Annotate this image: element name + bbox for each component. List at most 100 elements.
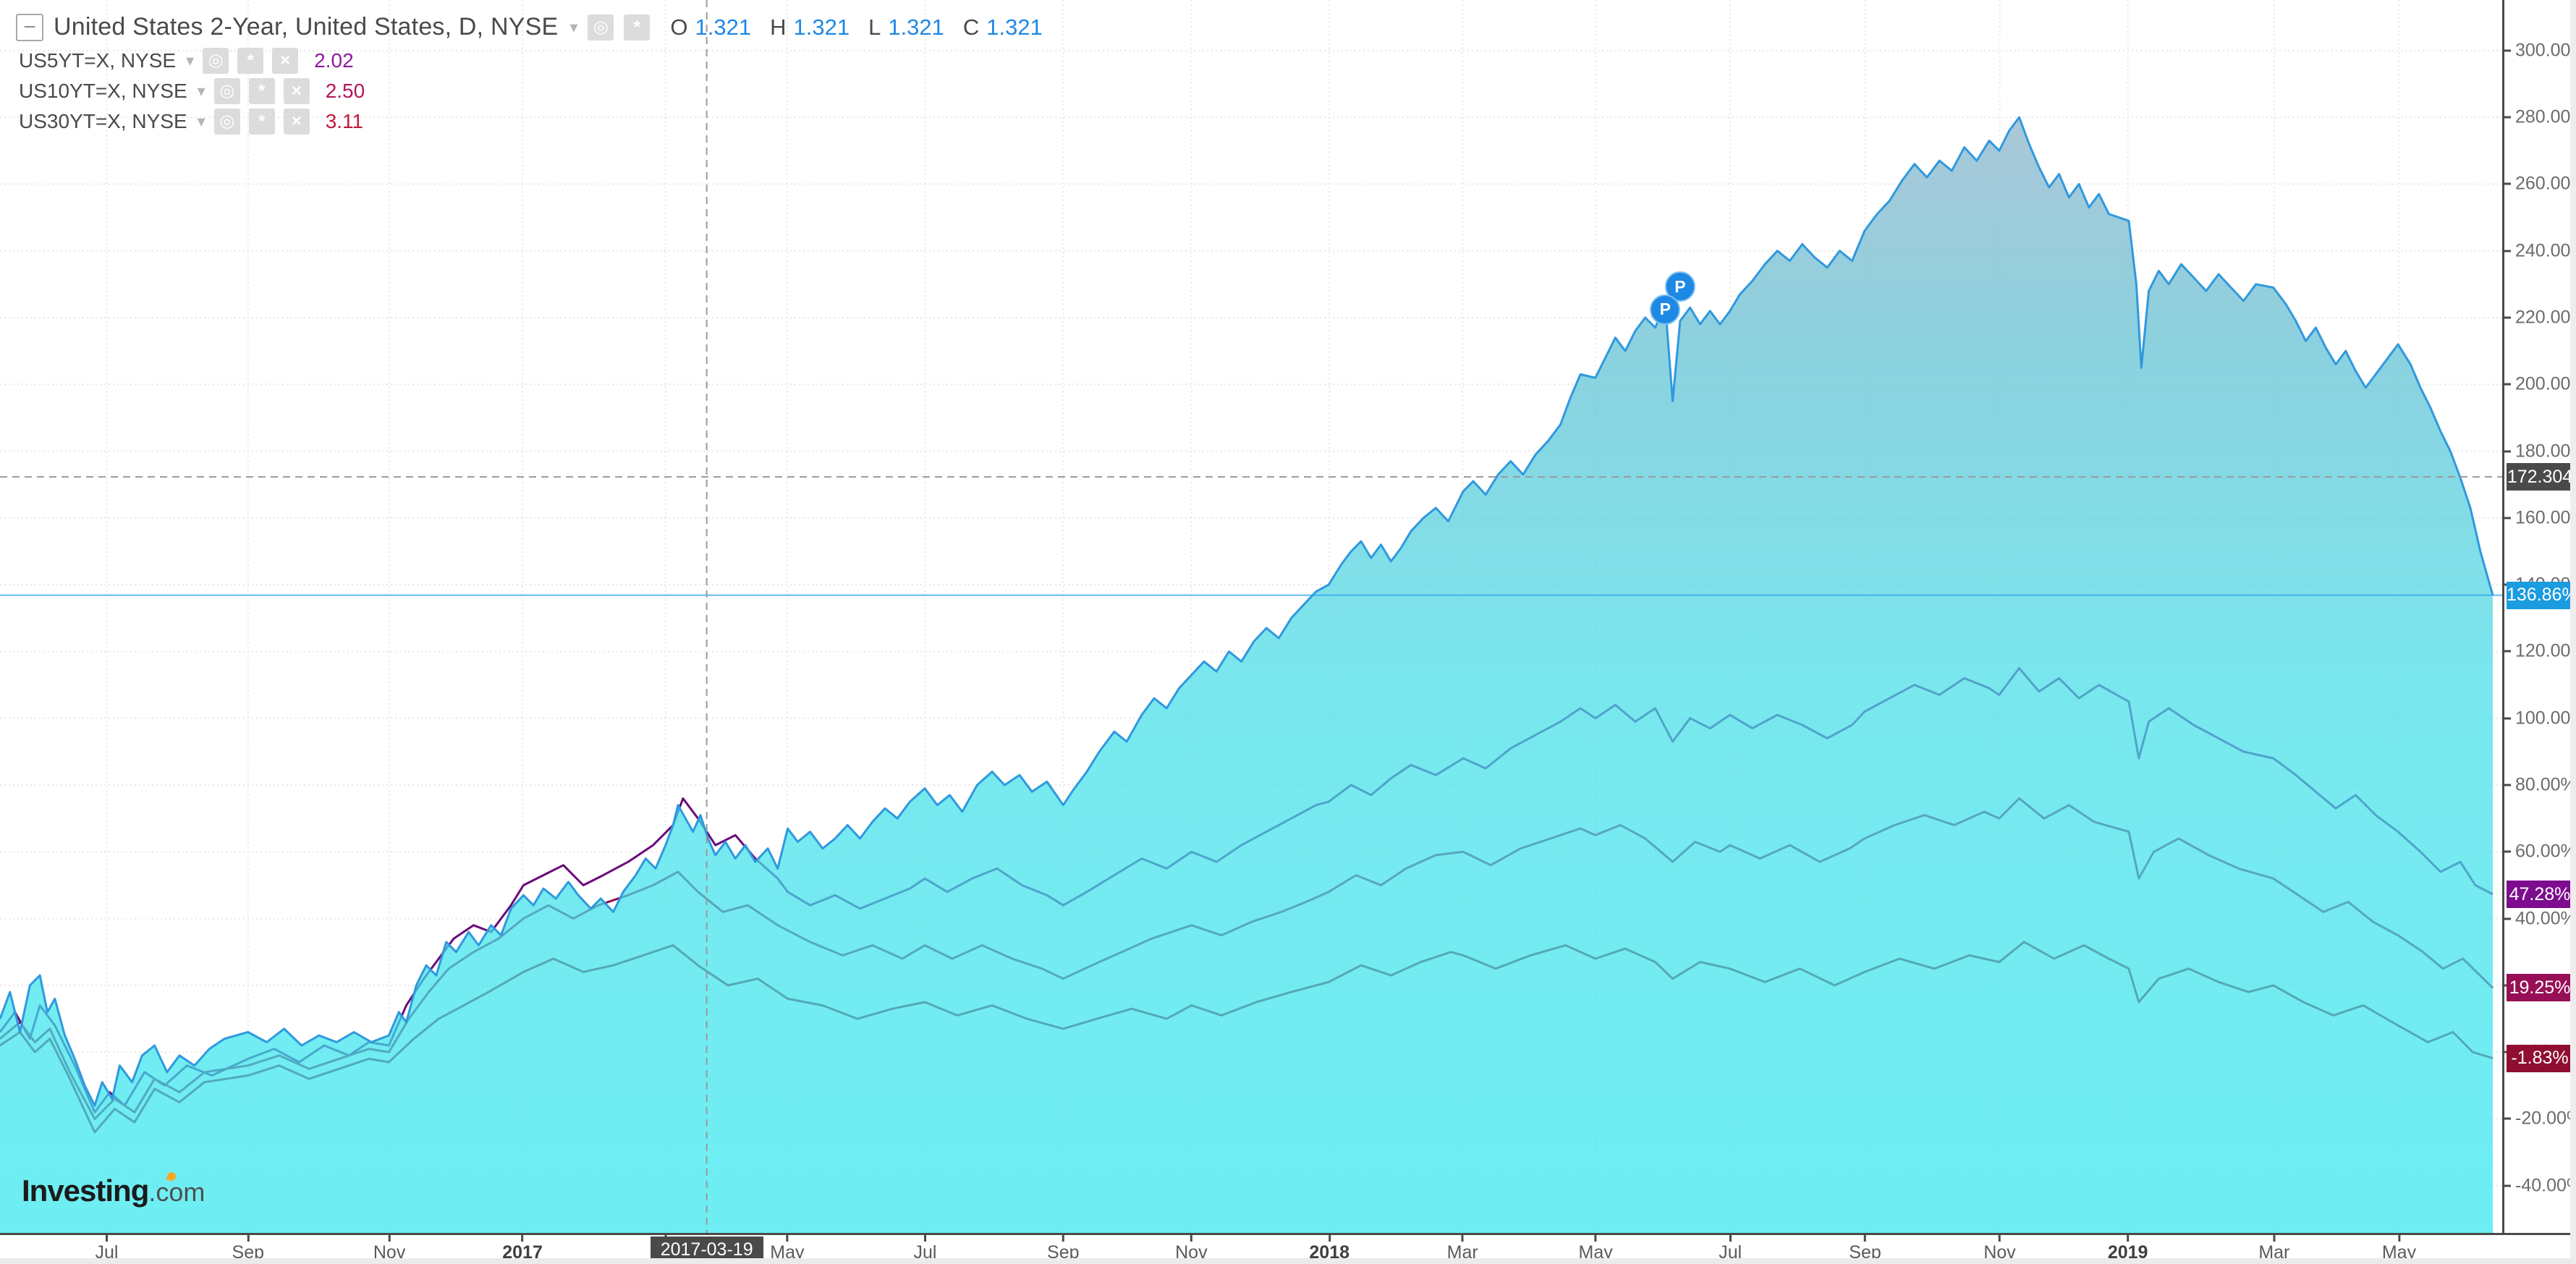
legend-row-us5yt: US5YT=X, NYSE ▾ ◎ * × 2.02 — [19, 45, 354, 77]
tick-dash — [923, 1235, 926, 1242]
y-tick-label: 120.00% — [2515, 640, 2576, 661]
tick-dash — [521, 1235, 524, 1242]
tick-dash — [1190, 1235, 1192, 1242]
y-axis-tick: 260.00% — [2504, 174, 2576, 195]
gear-icon[interactable]: * — [624, 14, 651, 41]
y-tick-label: 80.00% — [2515, 774, 2576, 795]
tick-dash — [2504, 182, 2511, 185]
low-label: L — [868, 14, 881, 40]
y-axis-tick: 280.00% — [2504, 107, 2576, 128]
tick-dash — [2504, 250, 2511, 253]
y-tick-label: 180.00% — [2515, 441, 2576, 462]
tick-dash — [2504, 717, 2511, 720]
tick-dash — [2504, 49, 2511, 52]
y-tick-label: -20.00% — [2515, 1108, 2576, 1129]
y-tick-label: 200.00% — [2515, 373, 2576, 394]
tick-dash — [2504, 784, 2511, 786]
tick-dash — [2397, 1235, 2400, 1242]
symbol-value: 3.11 — [325, 110, 364, 132]
bottom-edge-strip — [0, 1258, 2576, 1264]
y-tick-label: 240.00% — [2515, 240, 2576, 261]
eye-icon[interactable]: ◎ — [588, 14, 614, 41]
close-icon[interactable]: × — [272, 48, 299, 74]
symbol-label: US5YT=X, NYSE — [19, 49, 177, 72]
price-badge: 47.28% — [2507, 881, 2573, 909]
tick-dash — [1864, 1235, 1867, 1242]
ohlc-values: O 1.321 H 1.321 L 1.321 C 1.321 — [670, 14, 1054, 41]
y-tick-label: 220.00% — [2515, 307, 2576, 328]
close-icon[interactable]: × — [283, 109, 310, 135]
high-value: 1.321 — [793, 14, 850, 40]
chevron-down-icon[interactable]: ▾ — [197, 112, 206, 130]
eye-icon[interactable]: ◎ — [213, 78, 240, 104]
tick-dash — [105, 1235, 108, 1242]
symbol-label: US30YT=X, NYSE — [19, 110, 187, 132]
y-tick-label: -40.00% — [2515, 1175, 2576, 1196]
y-axis-tick: 240.00% — [2504, 240, 2576, 261]
high-label: H — [770, 14, 787, 40]
symbol-label: US10YT=X, NYSE — [19, 80, 187, 102]
legend-row-us30yt: US30YT=X, NYSE ▾ ◎ * × 3.11 — [19, 106, 363, 137]
close-label: C — [962, 14, 980, 40]
main-series-line[interactable] — [0, 116, 2494, 1107]
gear-icon[interactable]: * — [248, 109, 275, 135]
y-tick-label: 160.00% — [2515, 507, 2576, 528]
y-tick-label: 280.00% — [2515, 106, 2576, 127]
y-tick-label: 260.00% — [2515, 173, 2576, 194]
gear-icon[interactable]: * — [237, 48, 264, 74]
tick-dash — [2504, 1184, 2511, 1187]
tick-dash — [2504, 116, 2511, 119]
close-icon[interactable]: × — [283, 78, 310, 104]
p-flag-marker[interactable]: P — [1650, 294, 1681, 325]
y-axis-tick: 120.00% — [2504, 641, 2576, 662]
tick-dash — [786, 1235, 789, 1242]
chevron-down-icon[interactable]: ▾ — [197, 82, 206, 100]
symbol-value: 2.02 — [314, 49, 354, 72]
y-axis-tick: 200.00% — [2504, 374, 2576, 395]
tick-dash — [2504, 517, 2511, 519]
eye-icon[interactable]: ◎ — [213, 109, 240, 135]
price-badge: 19.25% — [2507, 974, 2573, 1002]
tick-dash — [388, 1235, 391, 1242]
right-edge-strip — [2570, 0, 2576, 1264]
y-axis-tick: 300.00% — [2504, 40, 2576, 61]
tick-dash — [247, 1235, 250, 1242]
gear-icon[interactable]: * — [248, 78, 275, 104]
price-axis[interactable]: 300.00% 280.00% 260.00% 240.00% 220.00% 200.0… — [2502, 0, 2576, 1233]
y-tick-label: 100.00% — [2515, 708, 2576, 729]
y-tick-label: 40.00% — [2515, 908, 2576, 929]
y-axis-tick: 220.00% — [2504, 307, 2576, 328]
tick-dash — [1062, 1235, 1064, 1242]
tick-dash — [2504, 450, 2511, 453]
chevron-down-icon[interactable]: ▾ — [569, 17, 578, 36]
collapse-icon[interactable]: − — [16, 13, 43, 41]
y-axis-tick: 60.00% — [2504, 841, 2576, 862]
y-axis-tick: 80.00% — [2504, 775, 2576, 796]
chart-header: − United States 2-Year, United States, D… — [16, 13, 1054, 41]
tick-dash — [2504, 917, 2511, 920]
investing-logo[interactable]: Investing .com — [22, 1171, 206, 1208]
eye-icon[interactable]: ◎ — [203, 48, 229, 74]
tick-dash — [1729, 1235, 1732, 1242]
tick-dash — [2504, 850, 2511, 853]
price-badge: 172.304 — [2507, 463, 2573, 491]
y-axis-tick: 160.00% — [2504, 507, 2576, 528]
tick-dash — [1594, 1235, 1597, 1242]
price-badge: -1.83% — [2507, 1044, 2573, 1072]
logo-tld-text: .com — [148, 1177, 206, 1207]
tick-dash — [2127, 1235, 2130, 1242]
open-value: 1.321 — [695, 14, 752, 40]
tick-dash — [2504, 316, 2511, 319]
tick-dash — [2273, 1235, 2276, 1242]
chevron-down-icon[interactable]: ▾ — [186, 51, 195, 69]
legend-row-us10yt: US10YT=X, NYSE ▾ ◎ * × 2.50 — [19, 75, 365, 107]
main-series-area[interactable] — [0, 117, 2493, 1234]
page-title: United States 2-Year, United States, D, … — [54, 13, 559, 41]
tick-dash — [1461, 1235, 1464, 1242]
y-axis-tick: 180.00% — [2504, 441, 2576, 462]
tick-dash — [2504, 650, 2511, 653]
y-tick-label: 300.00% — [2515, 40, 2576, 61]
tick-dash — [2504, 383, 2511, 386]
